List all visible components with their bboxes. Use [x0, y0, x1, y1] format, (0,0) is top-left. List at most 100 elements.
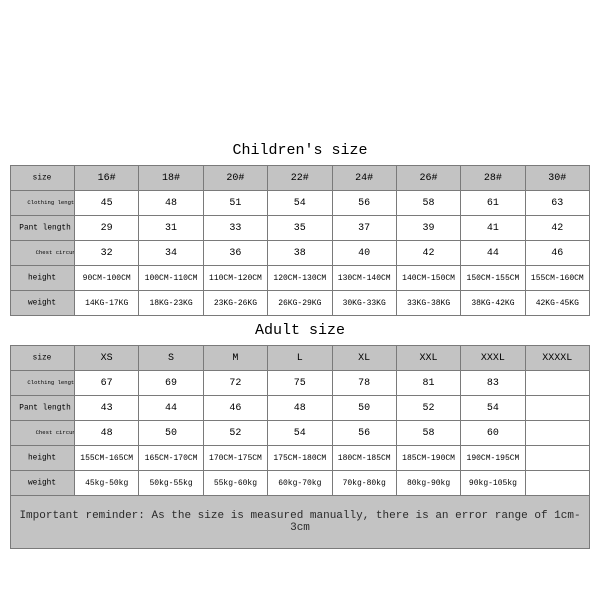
- data-cell: 23KG-26KG: [203, 291, 267, 316]
- data-cell: 83: [461, 371, 525, 396]
- row-label: Pant length: [11, 216, 75, 241]
- column-header: 30#: [525, 166, 589, 191]
- data-cell: 175CM-180CM: [268, 446, 332, 471]
- data-cell: 35: [268, 216, 332, 241]
- data-cell: 39: [396, 216, 460, 241]
- data-cell: 63: [525, 191, 589, 216]
- adult-title: Adult size: [10, 316, 590, 345]
- data-cell: 170CM-175CM: [203, 446, 267, 471]
- data-cell: 48: [139, 191, 203, 216]
- column-header: XXXXL: [525, 346, 589, 371]
- data-cell: 48: [268, 396, 332, 421]
- data-cell: 155CM-165CM: [75, 446, 139, 471]
- row-label: weight: [11, 291, 75, 316]
- data-cell: [525, 396, 589, 421]
- data-cell: 29: [75, 216, 139, 241]
- data-cell: 18KG-23KG: [139, 291, 203, 316]
- data-cell: 140CM-150CM: [396, 266, 460, 291]
- data-cell: 58: [396, 191, 460, 216]
- data-cell: 43: [75, 396, 139, 421]
- column-header: 26#: [396, 166, 460, 191]
- row-label: height: [11, 446, 75, 471]
- adult-size-table: Adult size sizeXSSMLXLXXLXXXLXXXXL Clothi…: [10, 316, 590, 496]
- data-cell: 61: [461, 191, 525, 216]
- data-cell: 165CM-170CM: [139, 446, 203, 471]
- data-cell: 50: [332, 396, 396, 421]
- column-header: S: [139, 346, 203, 371]
- data-cell: 46: [203, 396, 267, 421]
- data-cell: 32: [75, 241, 139, 266]
- data-cell: 45: [75, 191, 139, 216]
- column-header: M: [203, 346, 267, 371]
- data-cell: 72: [203, 371, 267, 396]
- data-cell: 54: [268, 421, 332, 446]
- data-cell: 67: [75, 371, 139, 396]
- data-cell: 30KG-33KG: [332, 291, 396, 316]
- row-label: Clothing length: [11, 371, 75, 396]
- data-cell: 51: [203, 191, 267, 216]
- row-label: Chest circumference 1/2: [11, 241, 75, 266]
- data-cell: 55kg-60kg: [203, 471, 267, 496]
- data-cell: 185CM-190CM: [396, 446, 460, 471]
- data-cell: 33KG-38KG: [396, 291, 460, 316]
- column-header: XS: [75, 346, 139, 371]
- column-header: XL: [332, 346, 396, 371]
- data-cell: 26KG-29KG: [268, 291, 332, 316]
- data-cell: 31: [139, 216, 203, 241]
- data-cell: 52: [203, 421, 267, 446]
- column-header: 28#: [461, 166, 525, 191]
- row-label: size: [11, 346, 75, 371]
- data-cell: 45kg-50kg: [75, 471, 139, 496]
- data-cell: 56: [332, 191, 396, 216]
- data-cell: 180CM-185CM: [332, 446, 396, 471]
- data-cell: 42KG-45KG: [525, 291, 589, 316]
- data-cell: 80kg-90kg: [396, 471, 460, 496]
- data-cell: 40: [332, 241, 396, 266]
- column-header: 16#: [75, 166, 139, 191]
- data-cell: 50: [139, 421, 203, 446]
- column-header: XXL: [396, 346, 460, 371]
- column-header: XXXL: [461, 346, 525, 371]
- data-cell: 42: [525, 216, 589, 241]
- data-cell: 90kg-105kg: [461, 471, 525, 496]
- data-cell: 38: [268, 241, 332, 266]
- column-header: 24#: [332, 166, 396, 191]
- data-cell: 190CM-195CM: [461, 446, 525, 471]
- row-label: Pant length: [11, 396, 75, 421]
- data-cell: 78: [332, 371, 396, 396]
- data-cell: 69: [139, 371, 203, 396]
- column-header: L: [268, 346, 332, 371]
- data-cell: 90CM-100CM: [75, 266, 139, 291]
- data-cell: 41: [461, 216, 525, 241]
- row-label: Chest circumference 1/2: [11, 421, 75, 446]
- row-label: weight: [11, 471, 75, 496]
- data-cell: 60kg-70kg: [268, 471, 332, 496]
- data-cell: 52: [396, 396, 460, 421]
- data-cell: 58: [396, 421, 460, 446]
- children-title: Children's size: [10, 136, 590, 165]
- data-cell: 75: [268, 371, 332, 396]
- data-cell: 130CM-140CM: [332, 266, 396, 291]
- data-cell: [525, 446, 589, 471]
- column-header: 20#: [203, 166, 267, 191]
- data-cell: [525, 471, 589, 496]
- data-cell: 54: [461, 396, 525, 421]
- data-cell: 50kg-55kg: [139, 471, 203, 496]
- data-cell: 48: [75, 421, 139, 446]
- data-cell: 110CM-120CM: [203, 266, 267, 291]
- data-cell: 14KG-17KG: [75, 291, 139, 316]
- data-cell: 100CM-110CM: [139, 266, 203, 291]
- data-cell: 46: [525, 241, 589, 266]
- row-label: size: [11, 166, 75, 191]
- data-cell: 38KG-42KG: [461, 291, 525, 316]
- row-label: height: [11, 266, 75, 291]
- data-cell: 81: [396, 371, 460, 396]
- data-cell: 33: [203, 216, 267, 241]
- data-cell: 54: [268, 191, 332, 216]
- data-cell: 150CM-155CM: [461, 266, 525, 291]
- data-cell: 34: [139, 241, 203, 266]
- data-cell: 120CM-130CM: [268, 266, 332, 291]
- children-size-table: Children's size size16#18#20#22#24#26#28…: [10, 136, 590, 316]
- reminder-note: Important reminder: As the size is measu…: [10, 496, 590, 549]
- data-cell: 36: [203, 241, 267, 266]
